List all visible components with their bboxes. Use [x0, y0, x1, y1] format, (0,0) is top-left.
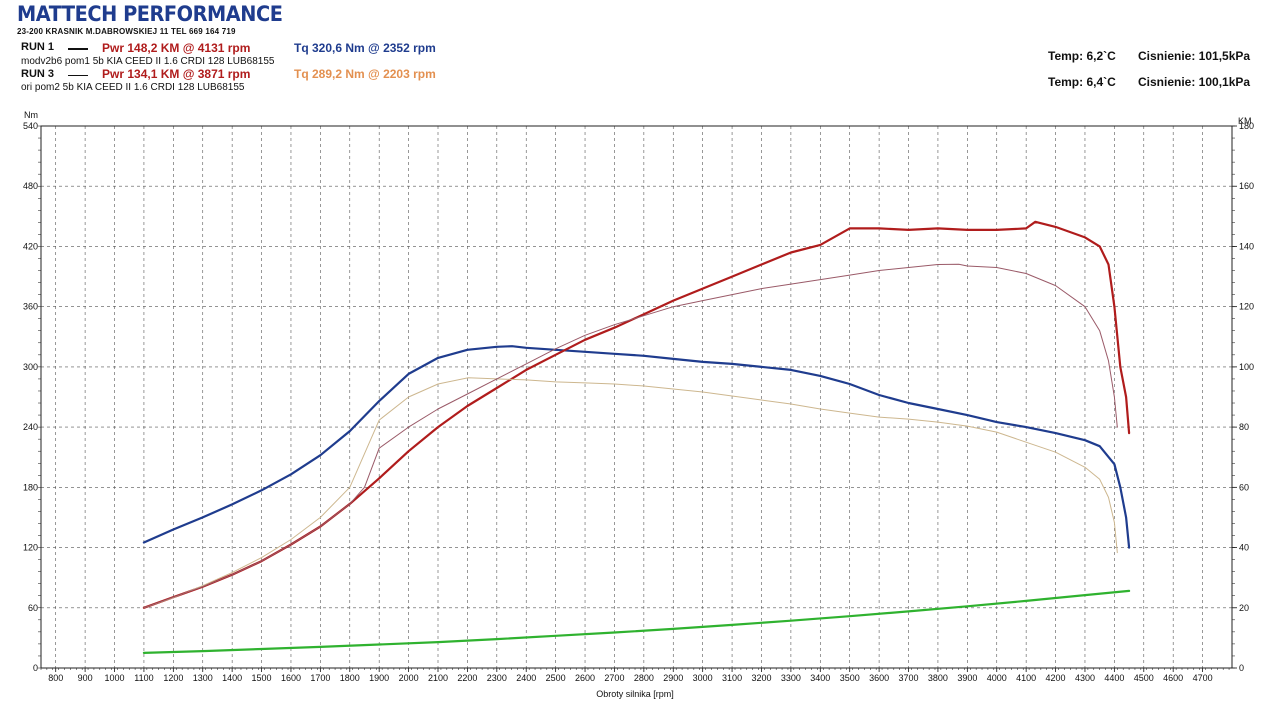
- y-axis-left-label: Nm: [24, 110, 38, 120]
- y-axis-right-label: KM: [1238, 116, 1252, 126]
- x-tick-label: 3600: [869, 673, 889, 683]
- series-line-run-1-pwr: [142, 220, 1131, 609]
- y-left-tick-label: 60: [28, 603, 38, 613]
- x-tick-label: 900: [78, 673, 93, 683]
- x-tick-label: 4100: [1016, 673, 1036, 683]
- chart-series: [142, 220, 1131, 655]
- x-tick-label: 3000: [693, 673, 713, 683]
- x-tick-label: 1900: [369, 673, 389, 683]
- x-tick-label: 2600: [575, 673, 595, 683]
- y-left-tick-label: 480: [23, 181, 38, 191]
- x-tick-label: 3200: [751, 673, 771, 683]
- chart-grid: [41, 125, 1232, 669]
- company-address: 23-200 KRASNIK M.DABROWSKIEJ 11 TEL 669 …: [17, 27, 236, 36]
- x-tick-label: 4200: [1046, 673, 1066, 683]
- x-tick-label: 2900: [663, 673, 683, 683]
- x-tick-label: 1800: [340, 673, 360, 683]
- x-tick-label: 3900: [957, 673, 977, 683]
- run3-label: RUN 3: [21, 68, 55, 80]
- run1-power: Pwr 148,2 KM @ 4131 rpm: [102, 41, 251, 55]
- x-tick-label: 4300: [1075, 673, 1095, 683]
- x-tick-label: 2400: [516, 673, 536, 683]
- x-tick-label: 800: [48, 673, 63, 683]
- y-right-tick-label: 180: [1239, 121, 1254, 131]
- x-tick-label: 1400: [222, 673, 242, 683]
- x-tick-label: 4600: [1163, 673, 1183, 683]
- y-left-tick-label: 420: [23, 241, 38, 251]
- x-tick-label: 3700: [899, 673, 919, 683]
- x-tick-label: 1000: [105, 673, 125, 683]
- chart-axes: 800 900 1000 1100 1200 1300 1400 1500 1600 1700 18…: [23, 121, 1254, 683]
- run3-temperature: Temp: 6,4`C: [1048, 75, 1116, 89]
- run1-label: RUN 1: [21, 41, 55, 53]
- x-tick-label: 1500: [252, 673, 272, 683]
- series-line-run-1-tq: [142, 345, 1131, 549]
- run1-temperature: Temp: 6,2`C: [1048, 49, 1116, 63]
- x-axis-label: Obroty silnika [rpm]: [596, 689, 674, 699]
- y-right-tick-label: 120: [1239, 302, 1254, 312]
- run3-pressure: Cisnienie: 100,1kPa: [1138, 75, 1251, 89]
- run3-torque: Tq 289,2 Nm @ 2203 rpm: [294, 67, 436, 81]
- x-tick-label: 3300: [781, 673, 801, 683]
- run1-line-sample: [68, 48, 88, 50]
- y-left-tick-label: 0: [33, 663, 38, 673]
- x-tick-label: 1300: [193, 673, 213, 683]
- series-line-losses: [142, 589, 1131, 655]
- x-tick-label: 1700: [310, 673, 330, 683]
- y-right-tick-label: 60: [1239, 482, 1249, 492]
- y-right-tick-label: 80: [1239, 422, 1249, 432]
- y-left-tick-label: 240: [23, 422, 38, 432]
- y-left-tick-label: 300: [23, 362, 38, 372]
- y-left-tick-label: 120: [23, 543, 38, 553]
- y-left-tick-label: 540: [23, 121, 38, 131]
- series-line-run-3-tq: [143, 377, 1118, 609]
- y-right-tick-label: 0: [1239, 663, 1244, 673]
- x-tick-label: 4400: [1104, 673, 1124, 683]
- y-right-tick-label: 100: [1239, 362, 1254, 372]
- x-tick-label: 4500: [1134, 673, 1154, 683]
- series-line-run-3-pwr: [143, 263, 1118, 609]
- x-tick-label: 2200: [457, 673, 477, 683]
- run1-pressure: Cisnienie: 101,5kPa: [1138, 49, 1251, 63]
- y-right-tick-label: 20: [1239, 603, 1249, 613]
- x-tick-label: 2000: [399, 673, 419, 683]
- x-tick-label: 1600: [281, 673, 301, 683]
- x-tick-label: 3800: [928, 673, 948, 683]
- plot-frame: [40, 125, 1233, 669]
- x-tick-label: 3500: [840, 673, 860, 683]
- company-logo: MATTECH PERFORMANCE: [17, 2, 283, 26]
- run1-torque: Tq 320,6 Nm @ 2352 rpm: [294, 41, 436, 55]
- y-right-tick-label: 140: [1239, 241, 1254, 251]
- y-left-tick-label: 180: [23, 482, 38, 492]
- run3-description: ori pom2 5b KIA CEED II 1.6 CRDI 128 LUB…: [21, 82, 245, 93]
- x-tick-label: 2100: [428, 673, 448, 683]
- x-tick-label: 2800: [634, 673, 654, 683]
- run3-power: Pwr 134,1 KM @ 3871 rpm: [102, 67, 251, 81]
- x-tick-label: 2300: [487, 673, 507, 683]
- x-tick-label: 2500: [546, 673, 566, 683]
- x-tick-label: 1200: [163, 673, 183, 683]
- run3-line-sample: [68, 75, 88, 76]
- x-tick-label: 3400: [810, 673, 830, 683]
- x-tick-label: 3100: [722, 673, 742, 683]
- y-left-tick-label: 360: [23, 302, 38, 312]
- x-tick-label: 4000: [987, 673, 1007, 683]
- y-right-tick-label: 40: [1239, 543, 1249, 553]
- x-tick-label: 2700: [604, 673, 624, 683]
- y-right-tick-label: 160: [1239, 181, 1254, 191]
- x-tick-label: 1100: [134, 673, 153, 683]
- x-tick-label: 4700: [1193, 673, 1213, 683]
- run1-description: modv2b6 pom1 5b KIA CEED II 1.6 CRDI 128…: [21, 56, 275, 67]
